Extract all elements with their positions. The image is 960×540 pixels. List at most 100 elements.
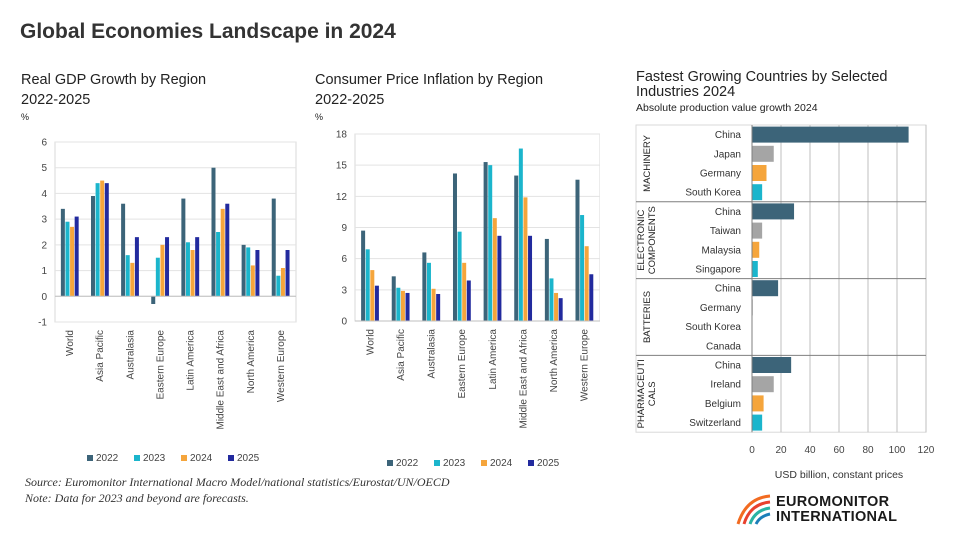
industry-country-label: South Korea (685, 188, 741, 199)
cpi-bar (584, 246, 589, 321)
industry-bar (752, 280, 779, 297)
industry-bar (752, 376, 774, 393)
gdp-x-tick-label: Eastern Europe (155, 330, 166, 400)
gdp-x-tick-label: Western Europe (276, 330, 287, 403)
gdp-bar (60, 208, 65, 297)
industry-x-tick-label: 40 (804, 445, 816, 456)
industry-group-label-line: PHARMACEUTI (636, 359, 647, 428)
industry-bar (752, 241, 760, 258)
cpi-bar (492, 218, 497, 321)
industry-bar (752, 222, 763, 239)
cpi-bar (575, 179, 580, 321)
cpi-bar (452, 173, 457, 321)
gdp-chart: -1 0 1 2 3 4 5 6 World Asia Pacific Australasia Eas… (38, 138, 297, 464)
cpi-legend-swatch (481, 460, 487, 466)
gdp-bar (285, 250, 290, 297)
cpi-bar (580, 215, 585, 321)
industry-bar (752, 203, 795, 220)
industry-country-label: China (715, 284, 742, 295)
industry-chart-title: Fastest Growing Countries by Selected In… (636, 69, 888, 100)
gdp-legend-label: 2025 (237, 453, 260, 464)
industry-x-tick-label: 0 (749, 445, 755, 456)
cpi-y-tick-label: 15 (336, 161, 348, 172)
cpi-x-tick-label: World (365, 329, 376, 355)
cpi-x-tick-label: Latin America (488, 329, 499, 390)
gdp-y-tick-label: 4 (41, 189, 47, 200)
industry-group-label-line: CALS (647, 381, 658, 406)
industry-bar (752, 357, 792, 373)
cpi-bar (396, 287, 401, 321)
industry-x-tick-label: 60 (833, 445, 845, 456)
industry-chart: 0 20 40 60 80 100 120 MACHINERY China Japan German… (635, 124, 935, 480)
cpi-bar (554, 292, 559, 321)
gdp-bar (216, 232, 221, 297)
industry-country-label: Germany (700, 169, 741, 180)
industry-country-label: Malaysia (702, 245, 742, 256)
gdp-bar (185, 242, 190, 297)
industry-x-axis-title: USD billion, constant prices (775, 469, 903, 480)
cpi-bar (488, 165, 493, 321)
cpi-legend-label: 2025 (537, 458, 560, 469)
gdp-bar (134, 237, 139, 297)
logo-mark-icon (736, 494, 771, 525)
industry-bar (752, 395, 764, 412)
gdp-y-tick-label: 5 (41, 163, 47, 174)
gdp-bar (130, 262, 135, 297)
gdp-x-tick-label: North America (246, 330, 257, 394)
cpi-bar (374, 285, 379, 321)
gdp-bar (255, 250, 260, 297)
industry-country-label: Singapore (695, 265, 741, 276)
gdp-x-tick-label: Middle East and Africa (216, 330, 227, 430)
industry-x-tick-label: 20 (775, 445, 787, 456)
gdp-y-tick-label: 0 (41, 292, 47, 303)
cpi-bar (523, 197, 528, 321)
gdp-bar (65, 221, 70, 297)
gdp-bar (250, 265, 255, 297)
industry-group-label-line: COMPONENTS (647, 206, 658, 274)
cpi-x-tick-label: Asia Pacific (396, 329, 407, 381)
gdp-x-tick-label: Asia Pacific (95, 330, 106, 382)
industry-group-label: ELECTRONICCOMPONENTS (636, 206, 658, 274)
cpi-bar (370, 270, 375, 321)
gdp-x-tick-label: Latin America (186, 330, 197, 391)
gdp-legend-swatch (134, 455, 140, 461)
industry-bar (752, 165, 767, 181)
cpi-y-tick-label: 3 (341, 285, 347, 296)
gdp-legend-label: 2024 (190, 453, 213, 464)
gdp-bar (90, 196, 95, 297)
industry-country-label: Ireland (710, 380, 741, 391)
cpi-legend-swatch (387, 460, 393, 466)
industry-group-label-line: BATTERIES (642, 291, 653, 343)
gdp-y-tick-label: 1 (41, 266, 47, 277)
cpi-y-tick-label: 0 (341, 317, 347, 328)
gdp-bar (151, 296, 156, 304)
cpi-bar (589, 274, 594, 321)
cpi-bar (544, 238, 549, 321)
cpi-bar (558, 298, 563, 321)
industry-group-label: BATTERIES (642, 291, 653, 343)
gdp-legend-swatch (181, 455, 187, 461)
cpi-y-unit: % (315, 112, 324, 122)
gdp-chart-title-block: Real GDP Growth by Region 2022-2025 (21, 70, 206, 110)
cpi-y-tick-label: 18 (336, 130, 348, 141)
cpi-x-tick-label: North America (549, 329, 560, 393)
cpi-bar (497, 235, 502, 321)
gdp-bar (100, 180, 105, 297)
gdp-bar (190, 250, 195, 297)
forecast-note: Note: Data for 2023 and beyond are forec… (25, 491, 249, 505)
euromonitor-logo: EUROMONITOR INTERNATIONAL (736, 494, 926, 526)
cpi-legend-swatch (434, 460, 440, 466)
gdp-bar (165, 237, 170, 297)
industry-country-label: China (715, 130, 742, 141)
industry-country-label: Switzerland (689, 418, 741, 429)
gdp-bar (181, 198, 186, 297)
cpi-legend-label: 2022 (396, 458, 419, 469)
gdp-legend-swatch (228, 455, 234, 461)
industry-x-tick-label: 80 (862, 445, 874, 456)
industry-group-label-line: ELECTRONIC (636, 209, 647, 270)
industry-group-label: MACHINERY (642, 134, 653, 191)
gdp-y-tick-label: 3 (41, 215, 47, 226)
industry-country-label: Taiwan (710, 226, 741, 237)
gdp-y-tick-label: 2 (41, 240, 47, 251)
gdp-bar (220, 208, 225, 297)
